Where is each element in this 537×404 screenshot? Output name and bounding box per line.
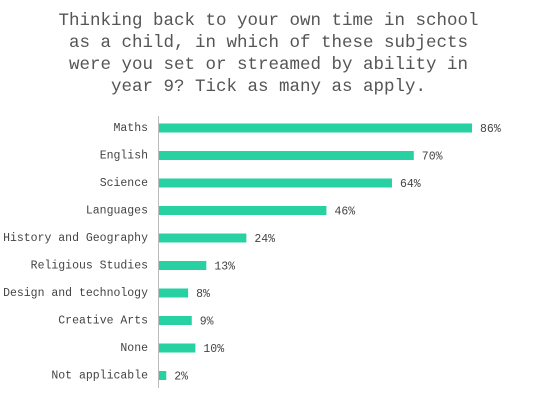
category-label: English <box>100 150 148 163</box>
value-label: 46% <box>334 206 355 219</box>
bar <box>159 343 196 353</box>
bar <box>159 261 207 270</box>
value-label: 24% <box>254 233 275 246</box>
bar <box>159 178 392 188</box>
value-label: 70% <box>422 151 443 164</box>
bar <box>159 123 473 133</box>
bar <box>159 288 189 298</box>
bar <box>159 316 192 325</box>
value-label: 13% <box>214 261 235 274</box>
value-label: 2% <box>174 371 188 384</box>
category-label: Languages <box>86 205 148 218</box>
category-label: Science <box>100 177 148 190</box>
chart-title: Thinking back to your own time in school… <box>58 11 479 97</box>
value-label: 8% <box>196 288 210 301</box>
bar <box>159 371 167 380</box>
value-label: 64% <box>400 178 421 191</box>
bar <box>159 151 414 160</box>
category-label: Design and technology <box>3 287 148 300</box>
category-label: History and Geography <box>3 232 148 245</box>
bar <box>159 233 247 243</box>
category-label: Maths <box>113 122 148 135</box>
category-label: Religious Studies <box>31 260 148 273</box>
category-label: None <box>120 342 148 355</box>
value-label: 86% <box>480 123 501 136</box>
value-label: 10% <box>203 343 224 356</box>
bar <box>159 206 327 215</box>
category-label: Creative Arts <box>58 315 148 328</box>
category-label: Not applicable <box>51 370 148 383</box>
value-label: 9% <box>200 316 214 329</box>
